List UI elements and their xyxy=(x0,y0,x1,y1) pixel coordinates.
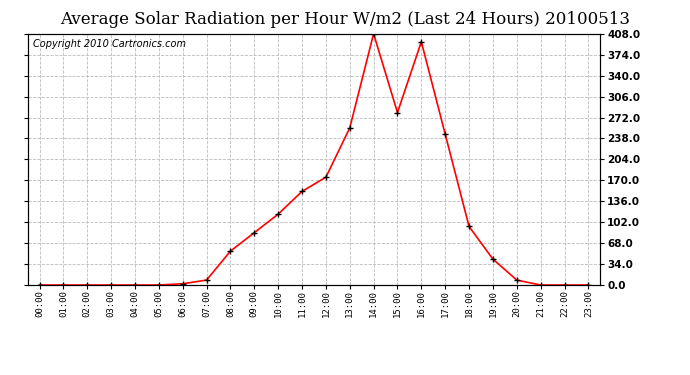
Text: Average Solar Radiation per Hour W/m2 (Last 24 Hours) 20100513: Average Solar Radiation per Hour W/m2 (L… xyxy=(60,11,630,28)
Text: Copyright 2010 Cartronics.com: Copyright 2010 Cartronics.com xyxy=(33,39,186,49)
